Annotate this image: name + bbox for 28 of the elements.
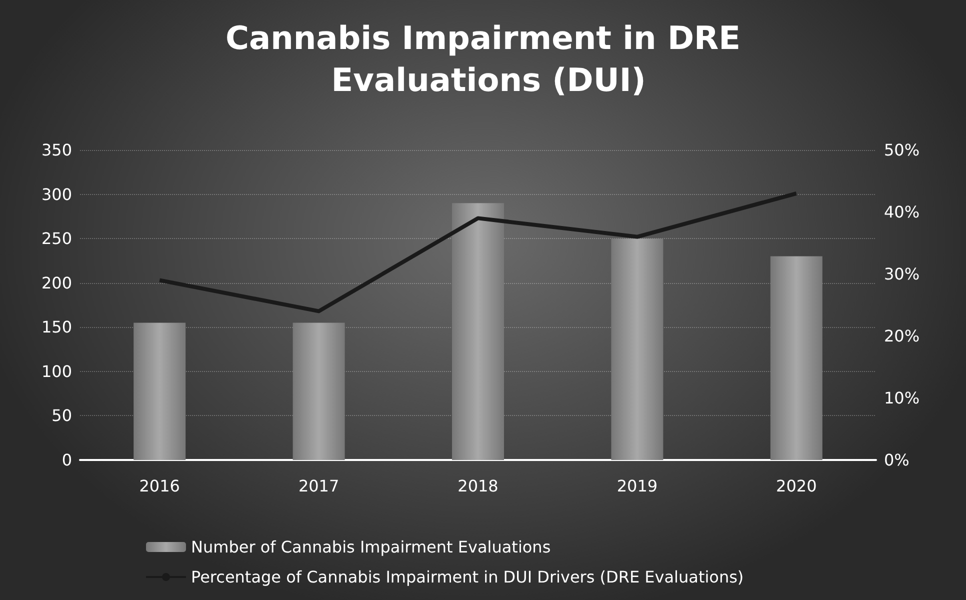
x-tick-label: 2020 (776, 476, 817, 496)
y-tick-label: 300 (41, 184, 72, 204)
y-tick-label: 100 (41, 362, 72, 381)
bar (452, 203, 504, 460)
bar (292, 322, 345, 460)
x-tick-label: 2019 (616, 476, 658, 496)
bar (770, 256, 822, 460)
x-tick-label: 2018 (458, 476, 498, 496)
legend-label: Percentage of Cannabis Impairment in DUI Drivers (DRE Evaluations) (191, 568, 744, 586)
bar (134, 322, 186, 460)
x-tick-label: 2017 (298, 476, 340, 496)
y-tick-label: 250 (41, 229, 72, 248)
legend-label: Number of Cannabis Impairment Evaluations (191, 538, 551, 556)
y2-tick-label: 0% (884, 450, 910, 470)
y-tick-label: 200 (41, 273, 72, 292)
y-tick-label: 150 (41, 318, 72, 337)
y2-tick-label: 30% (884, 264, 920, 284)
y2-tick-label: 40% (884, 202, 920, 222)
y-tick-label: 50 (52, 406, 72, 426)
bar (611, 238, 664, 460)
y-tick-label: 350 (41, 140, 72, 160)
y2-tick-label: 10% (884, 388, 920, 408)
chart-title: Cannabis Impairment in DRE Evaluations (DUI) (225, 19, 741, 99)
y2-tick-label: 20% (884, 326, 920, 346)
y2-tick-label: 50% (884, 140, 920, 160)
x-tick-label: 2016 (139, 476, 180, 496)
y-tick-label: 0 (62, 450, 72, 470)
line-series (158, 191, 798, 314)
